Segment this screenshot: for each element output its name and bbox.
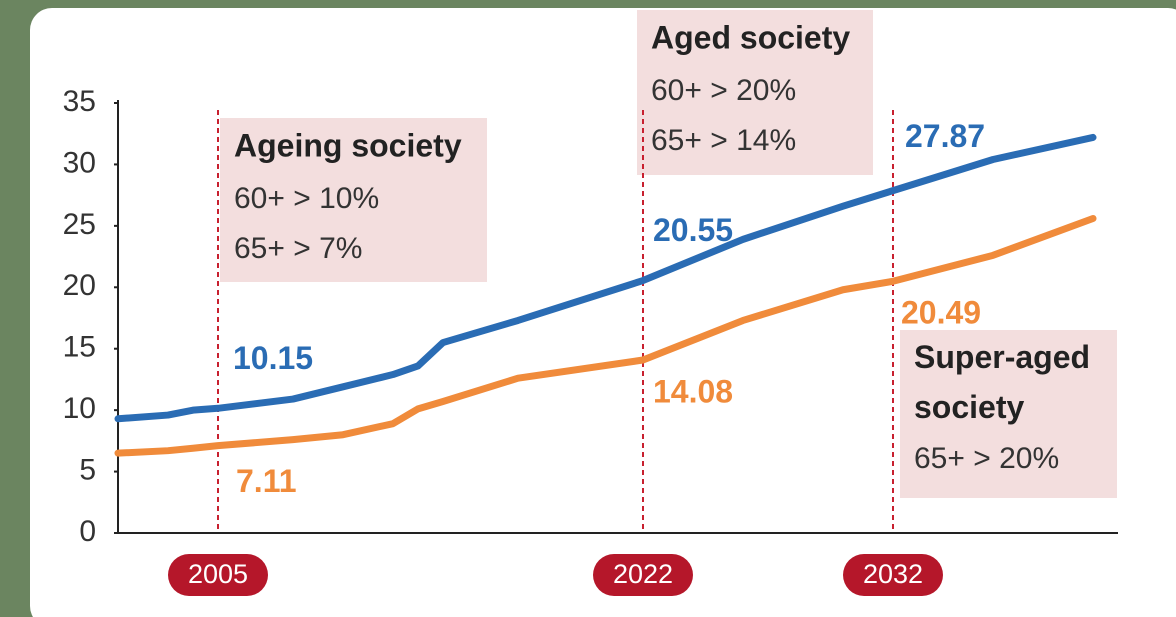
card	[30, 8, 1176, 617]
x-tick-label: 2005	[188, 559, 248, 589]
data-label: 7.11	[236, 463, 297, 499]
series-line	[114, 214, 1097, 457]
data-label: 20.49	[901, 295, 981, 331]
annotation-line: 60+ > 20%	[651, 74, 796, 107]
annotation-title-part: society	[914, 389, 1024, 425]
y-tick-label: 20	[63, 269, 96, 302]
x-tick-pill	[843, 554, 943, 596]
y-tick-label: 10	[63, 392, 96, 425]
annotation-box	[637, 10, 873, 175]
annotation-line: 65+ > 20%	[914, 442, 1059, 475]
annotation-line: 65+ > 14%	[651, 124, 796, 157]
data-label: 27.87	[905, 118, 985, 154]
annotation-title: Ageing society	[234, 127, 462, 163]
y-tick-label: 5	[79, 453, 96, 486]
annotation-box	[900, 330, 1117, 498]
y-tick-label: 25	[63, 208, 96, 241]
annotation-line: 60+ > 10%	[234, 182, 379, 215]
y-tick-label: 35	[63, 85, 96, 118]
annotation-title-part: Super-aged	[914, 339, 1090, 375]
data-label: 10.15	[233, 340, 313, 376]
annotation-box	[220, 118, 487, 282]
y-tick-label: 0	[79, 515, 96, 548]
annotation-line: 65+ > 7%	[234, 232, 362, 265]
data-label: 20.55	[653, 212, 733, 248]
annotation-title: Aged society	[651, 19, 850, 55]
x-tick-pill	[593, 554, 693, 596]
series-line	[114, 133, 1097, 423]
y-tick-label: 30	[63, 146, 96, 179]
y-tick-label: 15	[63, 331, 96, 364]
data-label: 14.08	[653, 373, 733, 409]
x-tick-label: 2022	[613, 559, 673, 589]
x-tick-label: 2032	[863, 559, 923, 589]
annotation-title: Super-aged society	[914, 339, 1090, 425]
x-tick-pill	[168, 554, 268, 596]
